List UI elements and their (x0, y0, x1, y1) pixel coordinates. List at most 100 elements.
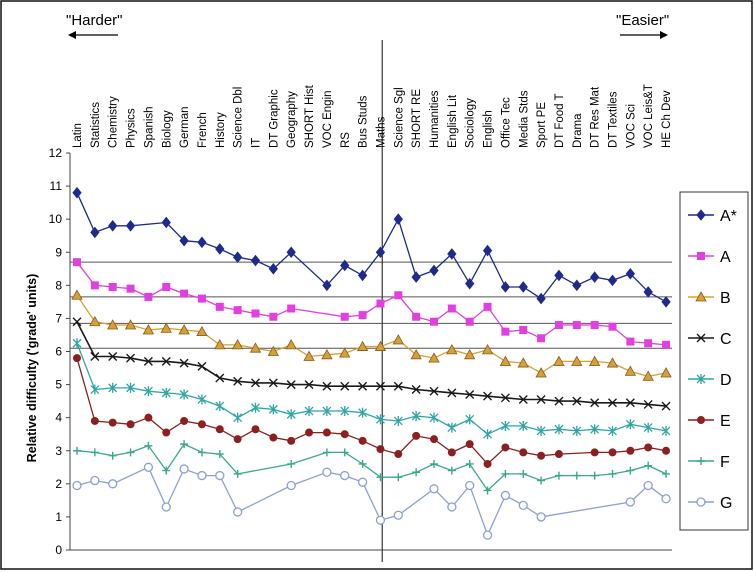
series-e-point (465, 440, 474, 449)
series-a-star-point (554, 269, 564, 282)
easier-annotation: "Easier" (616, 12, 669, 29)
series-d-point (625, 419, 635, 430)
series-a-point (233, 306, 242, 315)
series-g-point (340, 470, 350, 481)
series-b-point (553, 355, 565, 366)
category-label: VOC Engin (322, 90, 334, 148)
series-a-star-point (590, 271, 600, 283)
category-label: Geography (286, 91, 298, 148)
series-f-point (180, 440, 189, 449)
series-f-point (376, 473, 385, 482)
legend-items: A* A B C D E F G (688, 208, 737, 512)
series-c-point (179, 358, 189, 368)
category-label: SHORT Hist (304, 84, 316, 148)
series-e-point (269, 433, 278, 442)
series-d-point (483, 429, 493, 440)
series-c-point (126, 353, 136, 363)
series-c-point (161, 356, 171, 366)
series-a-star-point (375, 246, 386, 259)
series-c-point (251, 378, 260, 388)
series-a-point (572, 321, 581, 330)
series-a-point (180, 289, 189, 298)
series-b-point (214, 339, 226, 350)
category-label: RS (340, 132, 352, 148)
series-e-point (447, 448, 456, 457)
y-tick-label: 1 (55, 510, 62, 524)
series-b-point (124, 319, 137, 330)
legend-swatch-marker (696, 374, 706, 384)
series-f-point (197, 448, 206, 457)
series-f-point (465, 459, 474, 468)
series-e-point (554, 450, 563, 459)
series-a-point (447, 304, 456, 313)
series-c-point (286, 380, 296, 390)
series-g-point (215, 470, 225, 481)
series-d-point (375, 414, 385, 425)
series-c-point (518, 394, 528, 404)
category-label: English (483, 110, 495, 148)
series-b-point (107, 319, 119, 330)
legend (679, 191, 749, 531)
series-g-point (625, 497, 635, 507)
legend-label: B (720, 290, 731, 307)
series-f-point (537, 476, 546, 485)
series-a-star-point (215, 243, 225, 255)
series-a-star-point (286, 246, 296, 259)
series-a-star-point (108, 219, 118, 232)
legend-label: F (720, 454, 730, 471)
series-b-point (606, 357, 619, 368)
category-label: Sociology (465, 98, 477, 148)
series-g-point (232, 507, 243, 517)
series-d-point (500, 420, 510, 431)
legend-swatch-marker (697, 416, 705, 424)
series-c-point (90, 351, 100, 361)
series-a-star-point (393, 213, 403, 225)
series-e-point (340, 430, 349, 439)
series-b-point (249, 342, 262, 353)
series-f-point (644, 461, 653, 470)
series-a-point (144, 292, 153, 301)
series-a-point (537, 334, 546, 343)
series-d-point (536, 425, 546, 436)
series-c-point (536, 394, 546, 404)
series-d-point (108, 382, 118, 393)
series-c-point (304, 380, 314, 390)
series-f-point (394, 473, 403, 482)
series-c-point (465, 390, 475, 400)
series-a-point (626, 337, 635, 346)
series-a-point (197, 294, 206, 303)
series-f (73, 440, 671, 495)
series-f-point (412, 468, 421, 477)
series-e-point (608, 448, 617, 457)
series-c-point (340, 381, 350, 391)
category-label: DT Graphic (268, 89, 280, 148)
y-tick-label: 10 (49, 212, 63, 226)
y-tick-label: 8 (55, 278, 62, 292)
legend-label: D (720, 372, 732, 389)
series-e-point (358, 436, 367, 445)
series-a-star-point (500, 281, 511, 293)
category-label: VOC Sci (625, 104, 637, 148)
series-d-point (233, 412, 243, 423)
series-d-point (90, 384, 100, 395)
series-a-point (287, 304, 296, 313)
series-d (72, 338, 671, 440)
series-e-point (483, 459, 492, 468)
series-c-line (76, 321, 667, 407)
series-a-star-point (625, 267, 635, 280)
series-b-point (178, 324, 190, 335)
series-d-point (322, 406, 332, 417)
series-d-point (340, 406, 350, 417)
series-f-point (322, 448, 331, 457)
series-g-point (375, 515, 386, 525)
legend-label: A* (720, 208, 737, 225)
series-f-point (233, 469, 242, 478)
series-f-point (90, 448, 99, 457)
legend-label: E (720, 413, 731, 430)
series-f-point (590, 471, 599, 480)
series-c (72, 317, 671, 411)
series-c-point (268, 378, 278, 388)
series-d-point (179, 389, 189, 400)
series-a-star-point (661, 296, 671, 308)
series-b-point (285, 339, 297, 350)
